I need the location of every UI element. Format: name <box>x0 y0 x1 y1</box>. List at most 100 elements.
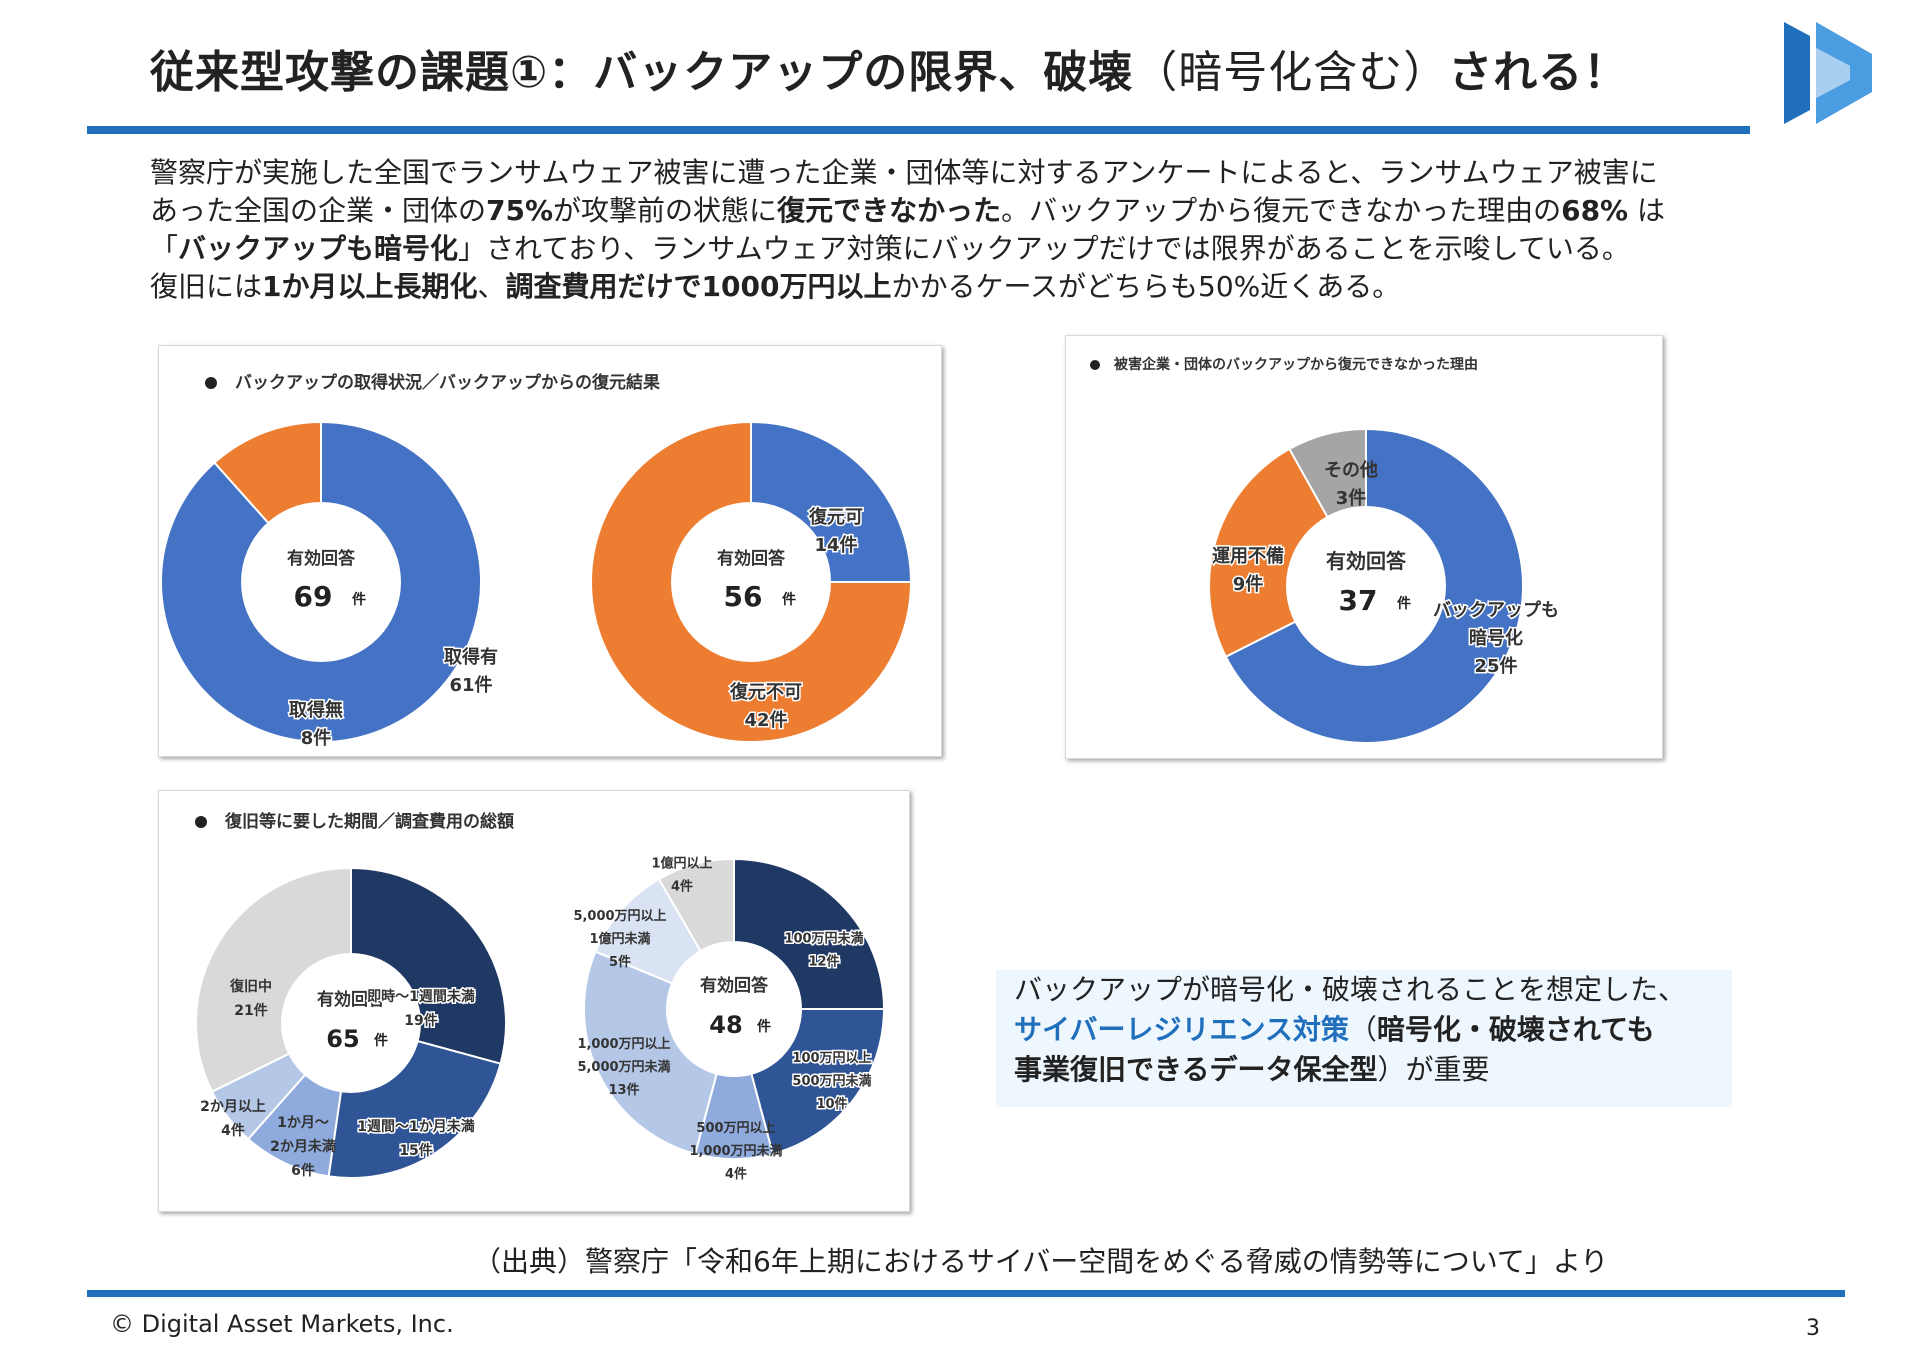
slice-category-label: 2か月以上 <box>200 1099 266 1115</box>
intro-line-2f: 68% <box>1561 194 1629 227</box>
donut-center-value: 65 <box>326 1025 359 1053</box>
slice-value-label: 5件 <box>609 954 631 970</box>
intro-line-2b: 75% <box>486 194 554 227</box>
reason-charts: 有効回答 37 件 バックアップも暗号化 25件 運用不備 9件 その他 3件 <box>1208 427 1561 744</box>
slice-value-label: 19件 <box>404 1012 437 1029</box>
recovery-panel: 復旧等に要した期間／調査費用の総額 有効回答 65 件 即時～1週間未満 19件 1週間～… <box>158 790 910 1212</box>
bullet-icon <box>195 816 207 828</box>
donut-center-unit: 件 <box>352 591 366 608</box>
intro-line-4: 復旧には1か月以上長期化、調査費用だけで1000万円以上かかるケースがどちらも5… <box>150 268 1810 306</box>
callout-highlight: サイバーレジリエンス対策 <box>1014 1013 1349 1046</box>
donut-center-label: 有効回答 <box>717 548 786 569</box>
slice-category-label: 5,000万円以上 <box>573 909 666 924</box>
slice-value-label: 12件 <box>808 954 839 970</box>
backup-panel-title: バックアップの取得状況／バックアップからの復元結果 <box>205 368 660 393</box>
bullet-icon <box>205 377 217 389</box>
slice-value-label: 6件 <box>291 1162 315 1179</box>
slice-value-label: 14件 <box>814 534 857 556</box>
reason-panel-title-text: 被害企業・団体のバックアップから復元できなかった理由 <box>1114 357 1478 373</box>
callout-line-3-bold: 事業復旧できるデータ保全型 <box>1014 1053 1378 1086</box>
intro-line-4e: かかるケースがどちらも50%近くある。 <box>891 270 1401 303</box>
callout-line-1: バックアップが暗号化・破壊されることを想定した、 <box>1014 970 1732 1010</box>
slice-category-label: 100万円以上 <box>792 1051 871 1066</box>
slice-category-label: 1か月～ <box>277 1115 329 1131</box>
slice-category-label: 1週間～1か月未満 <box>357 1118 474 1135</box>
source-citation: （出典）警察庁「令和6年上期におけるサイバー空間をめぐる脅威の情勢等について」よ… <box>473 1245 1609 1278</box>
slice-category-label: 2か月未満 <box>270 1138 336 1155</box>
intro-line-3c: 」されており、ランサムウェア対策にバックアップだけでは限界があることを示唆してい… <box>458 232 1630 265</box>
title-part-1: 従来型攻撃の課題①：バックアップの限界、破壊 <box>150 47 1134 98</box>
page-number: 3 <box>1806 1316 1820 1341</box>
recovery-charts: 有効回答 65 件 即時～1週間未満 19件 1週間～1か月未満 15件 1か月～ 2か月未満 6… <box>195 856 886 1182</box>
slice-value-label: 10件 <box>816 1096 847 1112</box>
intro-line-2g: は <box>1628 194 1666 227</box>
intro-line-2a: あった全国の企業・団体の <box>150 194 487 227</box>
donut-hole <box>281 953 421 1093</box>
callout-line-3-rest: ）が重要 <box>1377 1053 1490 1086</box>
slice-value-label: 4件 <box>725 1166 747 1182</box>
slice-value-label: 25件 <box>1474 655 1517 677</box>
slice-category-label: 500万円以上 <box>696 1121 775 1136</box>
investigation-cost-donut: 有効回答 48 件 100万円未満 12件 100万円以上 500万円未満 10件 500万円以… <box>573 856 886 1182</box>
intro-line-4c: 、 <box>477 270 506 303</box>
key-message-callout: バックアップが暗号化・破壊されることを想定した、 サイバーレジリエンス対策（暗号… <box>996 970 1732 1107</box>
slice-value-label: 21件 <box>234 1002 267 1019</box>
recovery-panel-title: 復旧等に要した期間／調査費用の総額 <box>195 807 514 832</box>
callout-line-2-bold: 暗号化・破壊されても <box>1376 1013 1655 1046</box>
title-part-2: （暗号化含む） <box>1133 47 1449 98</box>
donut-center-label: 有効回答 <box>287 548 356 569</box>
slice-category-label: 100万円未満 <box>784 931 863 947</box>
intro-line-2e: 。バックアップから復元できなかった理由の <box>1001 194 1562 227</box>
slice-category-label: 運用不備 <box>1212 545 1284 567</box>
intro-line-2d: 復元できなかった <box>777 194 1002 227</box>
slice-category-label: 500万円未満 <box>792 1073 871 1089</box>
slice-category-label: 暗号化 <box>1469 627 1523 649</box>
title-divider <box>87 126 1750 134</box>
intro-text: 警察庁が実施した全国でランサムウェア被害に遭った企業・団体等に対するアンケートに… <box>150 154 1810 306</box>
backup-panel-title-text: バックアップの取得状況／バックアップからの復元結果 <box>235 373 660 393</box>
recovery-panel-title-text: 復旧等に要した期間／調査費用の総額 <box>225 812 514 832</box>
intro-line-2c: が攻撃前の状態に <box>553 194 778 227</box>
donut-center-unit: 件 <box>782 591 796 608</box>
donut-hole <box>1286 506 1446 666</box>
slice-value-label: 13件 <box>608 1082 639 1098</box>
slice-category-label: 1,000万円未満 <box>689 1143 782 1159</box>
donut-hole <box>671 502 831 662</box>
intro-line-2: あった全国の企業・団体の75%が攻撃前の状態に復元できなかった。バックアップから… <box>150 192 1810 230</box>
reason-panel-title: 被害企業・団体のバックアップから復元できなかった理由 <box>1090 354 1478 374</box>
copyright: © Digital Asset Markets, Inc. <box>110 1310 454 1338</box>
footer-divider <box>87 1290 1845 1297</box>
donut-center-value: 48 <box>709 1011 742 1039</box>
slice-category-label: 即時～1週間未満 <box>367 988 475 1005</box>
intro-line-1-text: 警察庁が実施した全国でランサムウェア被害に遭った企業・団体等に対するアンケートに… <box>150 156 1658 189</box>
slice-category-label: 取得無 <box>289 699 343 721</box>
slice-category-label: 復元不可 <box>729 681 802 703</box>
page-title: 従来型攻撃の課題①：バックアップの限界、破壊（暗号化含む）される！ <box>150 36 1628 100</box>
intro-line-4d: 調査費用だけで1000万円以上 <box>505 270 892 303</box>
slice-category-label: 復元可 <box>808 506 863 528</box>
intro-line-3a: 「 <box>150 232 179 265</box>
donut-hole <box>666 941 802 1077</box>
donut-center-label: 有効回答 <box>1326 549 1407 573</box>
callout-line-3: 事業復旧できるデータ保全型）が重要 <box>1014 1050 1732 1090</box>
slice-category-label: 復旧中 <box>229 978 272 995</box>
donut-center-unit: 件 <box>757 1018 771 1035</box>
slice-category-label: 5,000万円未満 <box>577 1059 670 1075</box>
slice-value-label: 8件 <box>301 727 332 749</box>
intro-line-4a: 復旧には <box>150 270 263 303</box>
slice-category-label: 1億円未満 <box>589 931 650 947</box>
donut-center-value: 56 <box>724 580 763 613</box>
callout-line-1-text: バックアップが暗号化・破壊されることを想定した、 <box>1014 973 1687 1006</box>
intro-line-4b: 1か月以上長期化 <box>262 270 478 303</box>
slice-value-label: 4件 <box>221 1122 245 1139</box>
slice-value-label: 42件 <box>744 709 787 731</box>
title-part-3: される！ <box>1448 47 1629 98</box>
slice-category-label: バックアップも <box>1433 599 1559 621</box>
slice-category-label: 1億円以上 <box>651 856 712 872</box>
callout-line-2-rest: （ <box>1348 1013 1377 1046</box>
slice-value-label: 15件 <box>399 1142 432 1159</box>
intro-line-3b: バックアップも暗号化 <box>178 232 459 265</box>
slice-value-label: 4件 <box>671 879 693 895</box>
